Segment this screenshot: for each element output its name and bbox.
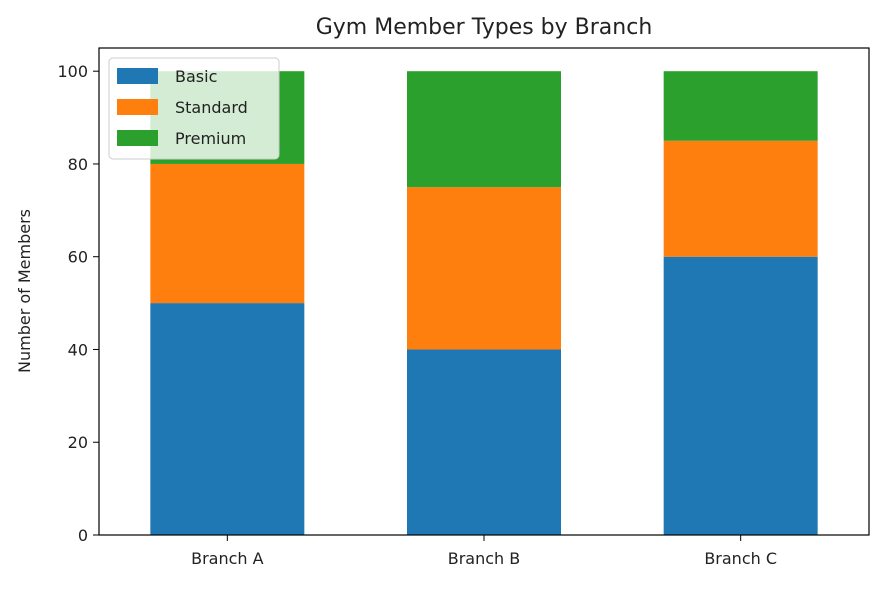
bar-premium-3 [663, 71, 818, 141]
x-tick-label: Branch B [448, 549, 521, 568]
y-tick-label: 100 [57, 62, 88, 81]
x-tick-label: Branch A [191, 549, 264, 568]
legend-swatch-basic [117, 68, 158, 84]
legend-swatch-premium [117, 130, 158, 146]
bar-basic-3 [663, 256, 818, 535]
y-tick-label: 20 [68, 433, 88, 452]
y-axis-label: Number of Members [15, 209, 34, 373]
bar-basic-1 [150, 303, 305, 535]
y-tick-label: 60 [68, 248, 88, 267]
y-tick-label: 0 [78, 526, 88, 545]
bar-standard-3 [663, 140, 818, 257]
legend-label-basic: Basic [175, 67, 217, 86]
y-tick-label: 80 [68, 155, 88, 174]
legend: Basic Standard Premium [108, 57, 280, 160]
x-tick-label: Branch C [704, 549, 777, 568]
y-tick-label: 40 [68, 340, 88, 359]
bar-premium-2 [407, 71, 561, 188]
legend-label-standard: Standard [175, 98, 248, 117]
axes-frame [98, 47, 870, 536]
bar-standard-2 [407, 187, 561, 350]
legend-swatch-standard [117, 99, 158, 115]
chart-title: Gym Member Types by Branch [316, 15, 653, 40]
legend-label-premium: Premium [175, 129, 246, 148]
plot-area: Branch A Branch B Branch C 0 20 40 60 80 100 [57, 47, 870, 568]
bar-standard-1 [150, 163, 305, 304]
bar-basic-2 [407, 349, 561, 535]
